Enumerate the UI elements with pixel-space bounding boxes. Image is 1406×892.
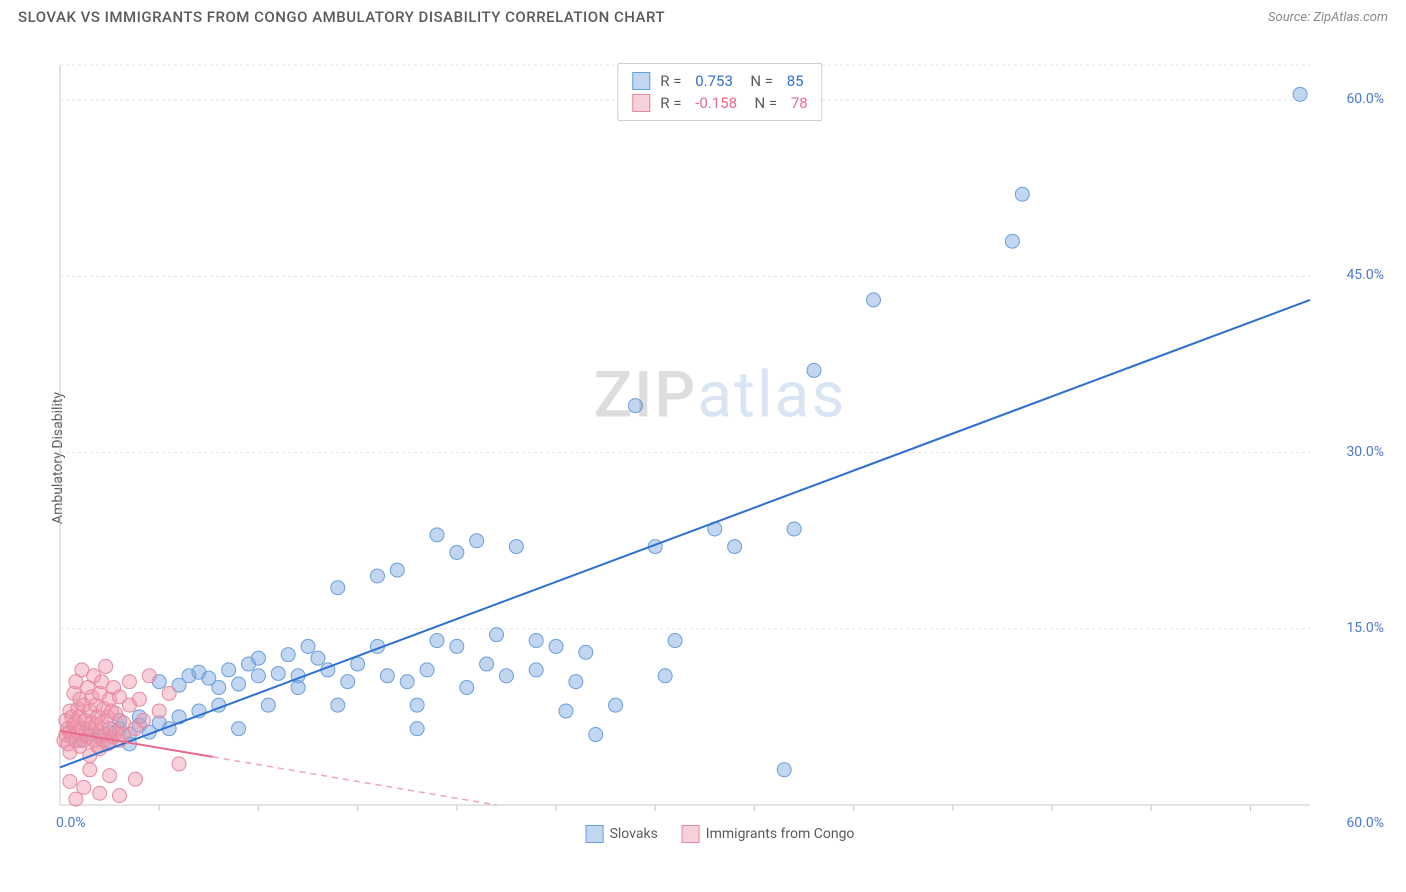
correlation-legend: R = 0.753 N = 85R = -0.158 N = 78 — [617, 63, 822, 121]
legend-r-label: R = — [660, 72, 685, 90]
legend-swatch — [632, 72, 650, 90]
series-legend-label: Slovaks — [610, 826, 658, 842]
legend-r-value: 0.753 — [695, 72, 733, 90]
legend-n-label: N = — [743, 72, 777, 90]
series-legend-label: Immigrants from Congo — [706, 826, 855, 842]
x-tick-start: 0.0% — [56, 815, 86, 831]
y-tick-label: 30.0% — [1346, 444, 1384, 460]
y-tick-label: 45.0% — [1346, 267, 1384, 283]
source-attribution: Source: ZipAtlas.com — [1268, 10, 1388, 25]
scatter-plot — [50, 55, 1390, 845]
legend-swatch — [682, 825, 700, 843]
series-legend: Slovaks Immigrants from Congo — [586, 825, 855, 843]
legend-swatch — [586, 825, 604, 843]
series-legend-item: Immigrants from Congo — [682, 825, 855, 843]
legend-n-value: 78 — [791, 94, 808, 112]
x-tick-end: 60.0% — [1346, 815, 1384, 831]
y-tick-label: 15.0% — [1346, 620, 1384, 636]
chart-title: SLOVAK VS IMMIGRANTS FROM CONGO AMBULATO… — [18, 8, 665, 26]
series-legend-item: Slovaks — [586, 825, 658, 843]
legend-r-label: R = — [660, 94, 685, 112]
y-tick-label: 60.0% — [1346, 91, 1384, 107]
legend-stats-row: R = -0.158 N = 78 — [632, 92, 807, 114]
legend-n-value: 85 — [787, 72, 804, 90]
legend-n-label: N = — [747, 94, 781, 112]
chart-area: Ambulatory Disability ZIPatlas R = 0.753… — [50, 55, 1390, 845]
legend-stats-row: R = 0.753 N = 85 — [632, 70, 807, 92]
legend-r-value: -0.158 — [695, 94, 737, 112]
legend-swatch — [632, 94, 650, 112]
